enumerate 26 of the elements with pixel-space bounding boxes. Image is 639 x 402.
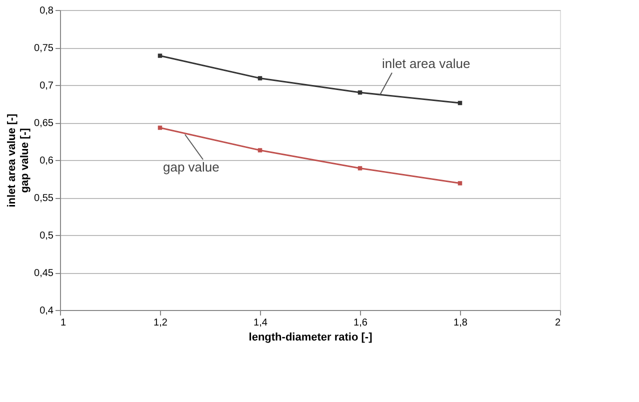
x-axis-title: length-diameter ratio [-]	[248, 332, 373, 344]
x-tick-label: 1	[60, 318, 66, 328]
point	[358, 166, 362, 170]
x-tick-label: 1,8	[454, 318, 468, 328]
x-tick-label: 1,4	[254, 318, 268, 328]
y-tick-label: 0,5	[40, 230, 54, 242]
text: inlet area value [-]	[6, 114, 18, 208]
x-tick-label: 1,6	[354, 318, 368, 328]
y-tick-label: 0,45	[34, 268, 54, 279]
text: gap value [-]	[19, 128, 32, 193]
y-tick-label: 0,65	[34, 118, 54, 129]
point	[158, 126, 162, 130]
point	[258, 76, 262, 80]
point	[158, 54, 162, 58]
y-tick-label: 0,7	[40, 80, 54, 92]
annotation: gap value	[163, 160, 220, 174]
annotation: inlet area value	[382, 56, 470, 71]
y-tick-label: 0,8	[40, 6, 54, 16]
y-tick-label: 0,4	[40, 306, 54, 316]
point	[458, 181, 462, 186]
x-tick-label: 1,2	[154, 318, 168, 328]
y-tick-label: 0,55	[34, 193, 54, 204]
y-tick-label: 0,6	[40, 156, 54, 166]
y-tick-label: 0,75	[34, 43, 54, 54]
point	[258, 148, 262, 152]
x-tick-label: 2	[554, 318, 561, 328]
